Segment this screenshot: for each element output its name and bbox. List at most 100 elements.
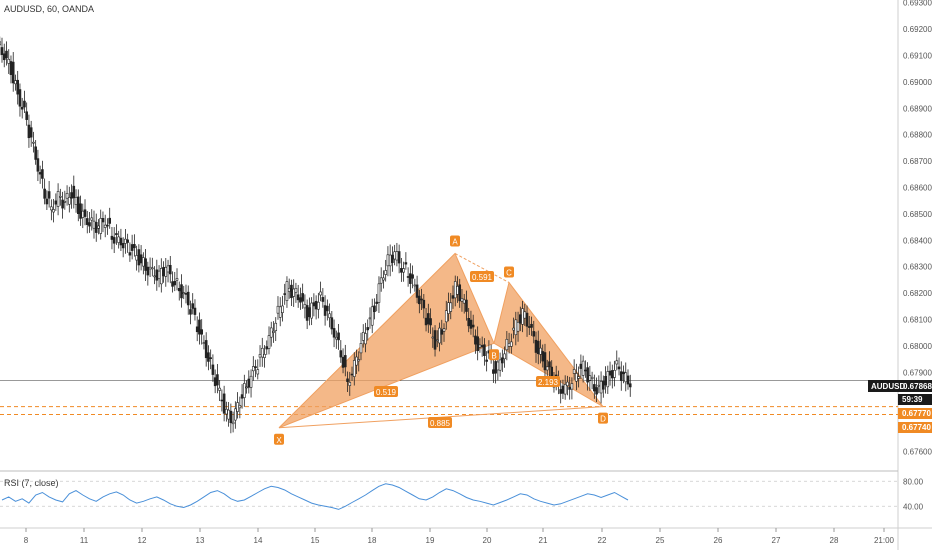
candle-body	[628, 383, 632, 388]
candle-body	[72, 185, 76, 199]
candle-body	[346, 378, 349, 382]
level1-value: 0.67770	[902, 409, 931, 418]
candle-body	[220, 399, 224, 402]
candle-body	[460, 298, 464, 302]
price-pane[interactable]	[0, 0, 898, 470]
candle-body	[18, 89, 22, 107]
candle-body	[579, 363, 583, 369]
y-tick-label: 0.68700	[903, 157, 932, 166]
candle-body	[626, 375, 630, 385]
candle-body	[597, 384, 601, 387]
candle-body	[27, 124, 31, 139]
candle-body	[613, 370, 616, 378]
candle-body	[157, 270, 161, 279]
candle-body	[314, 300, 318, 310]
candle-body	[588, 375, 592, 381]
rsi-level-label: 80.00	[903, 477, 924, 486]
y-tick-label: 0.69300	[903, 0, 932, 8]
candle-body	[70, 192, 73, 199]
candle-body	[20, 106, 24, 110]
candle-body	[294, 287, 298, 293]
candle-body	[617, 366, 621, 370]
candle-body	[395, 251, 399, 261]
candle-body	[99, 218, 103, 234]
rsi-label: RSI (7, close)	[4, 478, 59, 488]
x-tick-label: 21	[539, 536, 548, 545]
x-tick-label: 12	[138, 536, 147, 545]
candle-body	[570, 383, 574, 390]
candle-body	[193, 307, 197, 315]
candle-body	[507, 343, 511, 347]
time-axis[interactable]: 8 11 12 13 14 15 18 19 20 21 22 25 26 27 28 21:00	[24, 528, 895, 545]
candle-body	[548, 361, 551, 368]
candle-body	[615, 360, 619, 365]
level1-tag	[898, 408, 932, 419]
candle-body	[108, 217, 111, 224]
candle-body	[458, 284, 462, 302]
candle-body	[213, 377, 217, 387]
pattern-triangle-xab[interactable]	[278, 252, 495, 429]
candle-body	[303, 304, 307, 309]
candle-body	[130, 244, 134, 251]
candle-body	[527, 326, 531, 328]
x-tick-label: 8	[24, 536, 29, 545]
y-tick-label: 0.68000	[903, 342, 932, 351]
x-tick-label: 26	[714, 536, 723, 545]
candle-body	[278, 306, 282, 318]
candle-body	[348, 382, 352, 386]
candle-body	[47, 191, 51, 199]
candle-body	[543, 352, 547, 371]
candle-body	[339, 350, 343, 358]
candle-body	[45, 198, 49, 205]
candle-body	[516, 321, 520, 332]
candle-body	[287, 287, 291, 292]
candle-body	[420, 298, 423, 301]
candle-body	[384, 270, 387, 275]
candle-body	[433, 330, 437, 350]
x-tick-label: 19	[426, 536, 435, 545]
candle-body	[305, 305, 309, 321]
candle-body	[559, 389, 562, 394]
candle-body	[422, 299, 426, 309]
candle-body	[393, 251, 396, 260]
candle-body	[541, 351, 545, 362]
candle-body	[514, 319, 518, 336]
candle-body	[204, 340, 208, 359]
candle-body	[211, 364, 215, 375]
candle-body	[43, 188, 46, 199]
candle-body	[575, 373, 578, 382]
candle-body	[510, 341, 513, 347]
y-tick-label: 0.69100	[903, 51, 932, 60]
candle-body	[301, 293, 304, 302]
candle-body	[415, 284, 419, 298]
candle-body	[406, 276, 410, 278]
y-tick-label: 0.68600	[903, 183, 932, 192]
candle-body	[180, 284, 183, 299]
pattern-point-label: X	[276, 436, 282, 445]
candle-body	[608, 370, 612, 376]
candle-body	[310, 302, 313, 319]
candle-body	[106, 224, 109, 227]
candle-body	[534, 339, 538, 353]
candle-body	[175, 278, 179, 281]
candle-body	[561, 385, 565, 394]
candle-body	[142, 257, 145, 267]
candle-body	[272, 330, 275, 333]
candle-body	[364, 333, 367, 345]
candle-body	[115, 233, 118, 236]
y-tick-label: 0.68900	[903, 104, 932, 113]
y-tick-label: 0.68800	[903, 131, 932, 140]
candle-body	[265, 346, 269, 350]
candle-body	[350, 373, 354, 376]
candle-body	[260, 347, 264, 358]
candle-body	[222, 393, 226, 414]
candle-body	[177, 288, 181, 292]
candle-body	[151, 267, 154, 270]
candle-body	[247, 378, 251, 388]
rsi-pane[interactable]	[0, 472, 898, 527]
candle-body	[168, 264, 172, 275]
candle-body	[139, 254, 143, 264]
candle-body	[501, 357, 504, 364]
candle-body	[79, 203, 82, 219]
